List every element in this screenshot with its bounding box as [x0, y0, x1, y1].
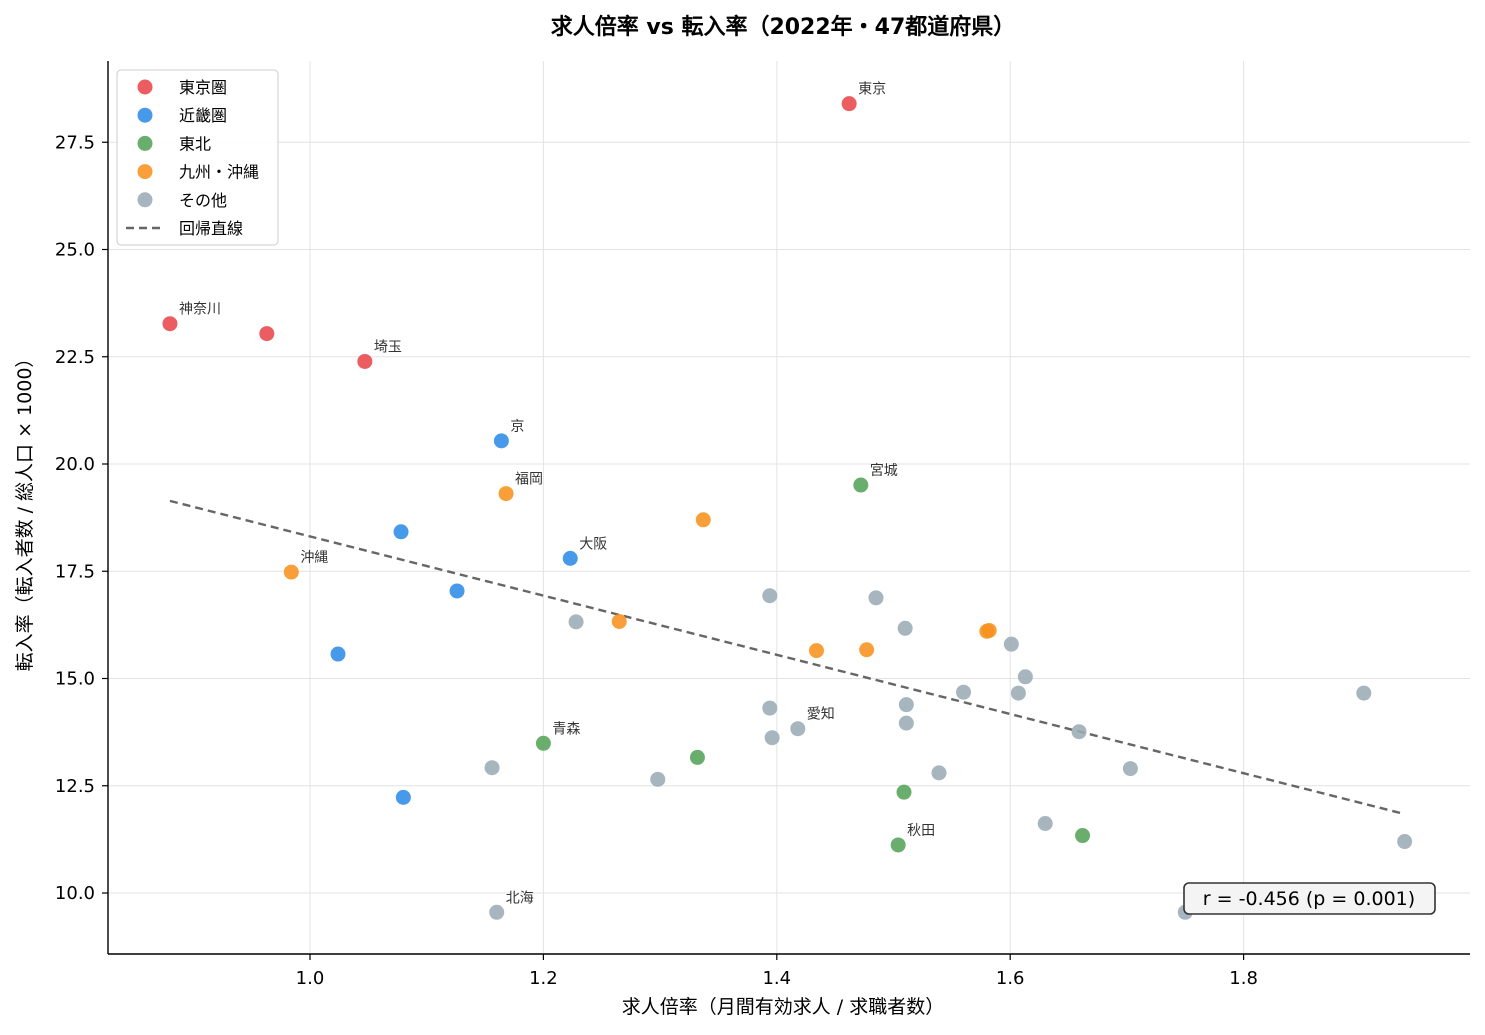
data-points — [162, 96, 1413, 920]
legend-box — [116, 69, 279, 246]
data-point — [1397, 834, 1413, 850]
legend-marker — [137, 192, 153, 208]
y-tick-label: 22.5 — [55, 347, 95, 368]
x-tick-label: 1.8 — [1229, 968, 1258, 989]
data-point — [1071, 724, 1087, 740]
annotation-box — [1183, 882, 1436, 915]
data-point — [1356, 685, 1372, 701]
data-point — [1037, 816, 1053, 832]
legend-marker — [137, 164, 153, 180]
data-point — [898, 697, 914, 713]
data-point — [808, 643, 824, 659]
legend-label: 近畿圏 — [179, 106, 227, 125]
data-point — [695, 512, 711, 528]
data-point — [395, 789, 411, 805]
data-point — [1017, 669, 1033, 685]
data-point — [853, 477, 869, 493]
data-point — [449, 583, 465, 599]
data-point — [162, 316, 178, 332]
y-axis-label: 転入率（転入者数 / 総人口 × 1000） — [14, 349, 36, 672]
point-label: 宮城 — [870, 463, 898, 479]
grid-lines — [108, 61, 1470, 954]
regression-line-group — [169, 499, 1405, 816]
data-point — [868, 590, 884, 606]
regression-line — [169, 499, 1405, 816]
chart-title: 求人倍率 vs 転入率（2022年・47都道府県） — [551, 14, 1016, 40]
point-label: 神奈川 — [179, 302, 221, 318]
legend-marker — [137, 107, 153, 123]
y-tick-label: 12.5 — [55, 776, 95, 797]
data-point — [841, 96, 857, 112]
data-point — [897, 620, 913, 636]
data-point — [611, 613, 627, 629]
point-label: 愛知 — [807, 706, 835, 723]
data-point — [890, 837, 906, 853]
legend-label: 東京圏 — [179, 78, 227, 97]
data-point — [493, 433, 509, 449]
legend-label: 九州・沖縄 — [179, 163, 259, 182]
point-label: 青森 — [552, 721, 580, 737]
data-point — [357, 353, 373, 369]
data-point — [931, 765, 947, 781]
data-point — [762, 588, 778, 604]
data-point — [650, 771, 666, 787]
data-point — [1075, 828, 1091, 844]
data-point — [562, 550, 578, 566]
data-point — [283, 564, 299, 580]
data-point — [498, 486, 514, 502]
data-point — [956, 684, 972, 700]
x-tick-label: 1.4 — [762, 968, 791, 989]
y-tick-label: 10.0 — [55, 883, 95, 904]
data-point — [1010, 685, 1026, 701]
data-point — [790, 721, 806, 737]
legend-label: その他 — [179, 191, 227, 210]
point-label: 福岡 — [515, 472, 543, 488]
point-label: 北海 — [506, 890, 534, 906]
legend-marker — [137, 135, 153, 151]
point-label: 京 — [510, 419, 524, 435]
data-point — [898, 715, 914, 731]
point-label: 秋田 — [907, 823, 935, 839]
correlation-annotation: r = -0.456 (p = 0.001) — [1183, 882, 1436, 915]
y-tick-label: 17.5 — [55, 561, 95, 582]
legend-label: 東北 — [179, 134, 211, 153]
y-tick-label: 15.0 — [55, 669, 95, 690]
data-point — [568, 614, 584, 630]
data-point — [330, 646, 346, 662]
axes — [107, 61, 1470, 955]
data-point — [764, 730, 780, 746]
data-point — [535, 735, 551, 751]
data-point — [393, 524, 409, 540]
legend-marker — [137, 79, 153, 95]
point-label: 埼玉 — [374, 339, 402, 355]
data-point — [1122, 761, 1138, 777]
data-point — [981, 622, 997, 638]
legend-label: 回帰直線 — [179, 219, 243, 238]
tick-labels: 1.0 1.2 1.4 1.6 1.8 10.0 12.5 15.0 17.5 20.0 22.5 2… — [55, 132, 1258, 989]
point-label: 沖縄 — [300, 550, 328, 566]
x-tick-label: 1.6 — [996, 968, 1025, 989]
data-point — [1003, 636, 1019, 652]
y-tick-label: 25.0 — [55, 240, 95, 261]
data-point — [484, 760, 500, 776]
data-point — [859, 642, 875, 658]
x-tick-label: 1.0 — [296, 968, 325, 989]
x-axis-label: 求人倍率（月間有効求人 / 求職者数） — [622, 996, 944, 1018]
annotation-text: r = -0.456 (p = 0.001) — [1203, 888, 1415, 910]
y-tick-label: 20.0 — [55, 454, 95, 475]
data-point — [896, 784, 912, 800]
data-point — [762, 700, 778, 716]
x-tick-label: 1.2 — [529, 968, 558, 989]
data-point — [259, 326, 275, 342]
data-point — [489, 904, 505, 920]
data-point — [689, 749, 705, 765]
point-label: 大阪 — [579, 536, 607, 552]
point-label: 東京 — [858, 82, 886, 98]
y-tick-label: 27.5 — [55, 132, 95, 153]
